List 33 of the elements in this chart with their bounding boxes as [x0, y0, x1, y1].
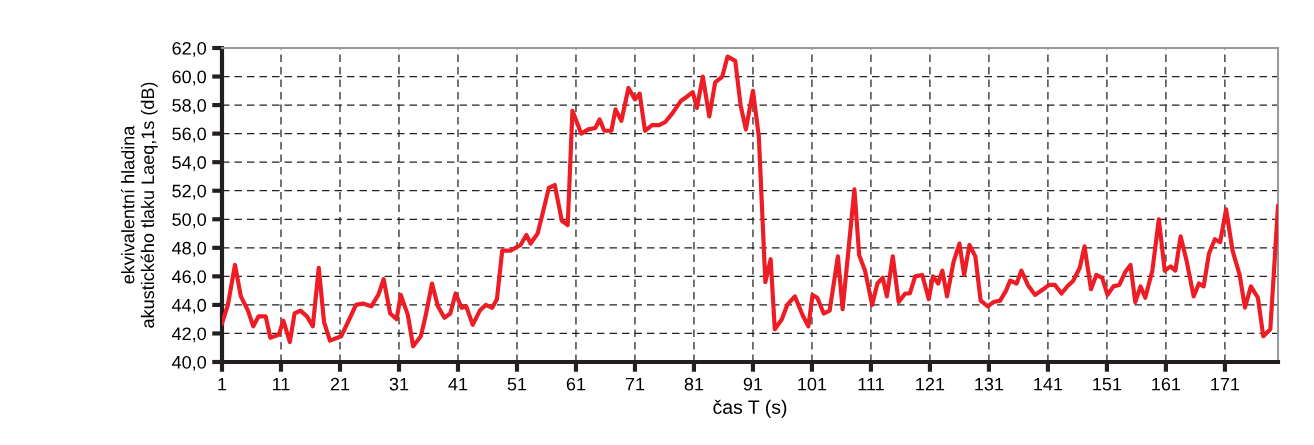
y-tick-label: 60,0: [172, 70, 207, 86]
y-tick-label: 50,0: [172, 213, 207, 229]
x-tick-label: 31: [389, 377, 409, 391]
x-tick-label: 111: [858, 377, 884, 391]
x-tick-label: 1: [218, 377, 227, 391]
y-tick-label: 56,0: [172, 127, 207, 143]
y-axis-title: ekvivalentní hladina akustického tlaku Laeq,1s (dB): [120, 82, 158, 328]
x-tick-label: 101: [798, 377, 827, 391]
y-tick-label: 46,0: [172, 270, 207, 286]
x-tick-label: 61: [566, 377, 586, 391]
y-tick-label: 48,0: [172, 241, 207, 257]
x-tick-label: 71: [625, 377, 645, 391]
x-tick-label: 21: [330, 377, 350, 391]
y-tick-label: 62,0: [172, 41, 207, 57]
x-tick-label: 171: [1211, 377, 1240, 391]
x-tick-label: 91: [743, 377, 763, 391]
y-tick-label: 54,0: [172, 156, 207, 172]
y-tick-label: 58,0: [172, 99, 207, 114]
x-tick-label: 51: [507, 377, 527, 391]
x-axis-title: čas T (s): [713, 399, 787, 418]
x-tick-label: 141: [1034, 377, 1063, 391]
x-tick-label: 151: [1093, 377, 1122, 391]
y-tick-label: 44,0: [172, 298, 207, 314]
x-tick-label: 131: [975, 377, 1004, 391]
x-tick-label: 121: [916, 377, 945, 391]
x-tick-label: 81: [684, 377, 704, 391]
y-tick-label: 40,0: [172, 355, 207, 371]
y-tick-label: 52,0: [172, 184, 207, 200]
y-tick-label: 42,0: [172, 327, 207, 343]
x-tick-label: 161: [1152, 377, 1181, 391]
x-tick-label: 41: [448, 377, 468, 391]
x-tick-label: 11: [273, 377, 290, 391]
line-series: [222, 54, 1278, 349]
